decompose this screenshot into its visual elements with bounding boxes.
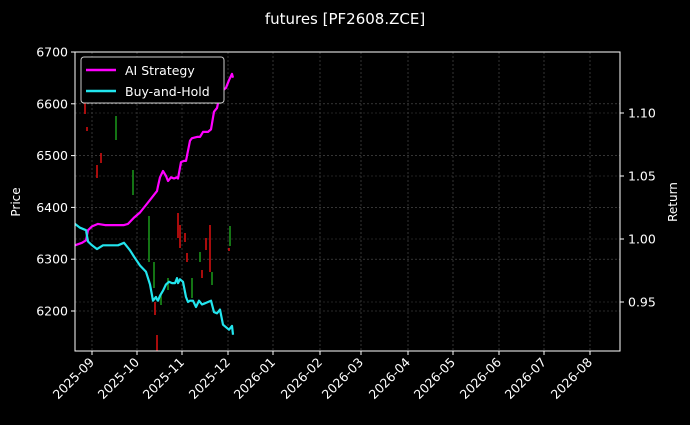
svg-text:6500: 6500 [36, 148, 68, 163]
svg-text:1.00: 1.00 [628, 232, 656, 247]
svg-text:6300: 6300 [36, 252, 68, 267]
svg-text:6200: 6200 [36, 304, 68, 319]
legend: AI Strategy Buy-and-Hold [80, 56, 225, 104]
svg-text:6700: 6700 [36, 45, 68, 60]
legend-buy-and-hold: Buy-and-Hold [125, 84, 210, 99]
chart-title: futures [PF2608.ZCE] [265, 10, 425, 28]
series-buy-and-hold [74, 223, 235, 335]
y-axis-right: 0.95 1.00 1.05 1.10 [620, 106, 656, 310]
svg-text:1.05: 1.05 [628, 169, 656, 184]
svg-text:6600: 6600 [36, 96, 68, 111]
svg-text:1.10: 1.10 [628, 106, 656, 121]
series-ai-strategy [74, 72, 235, 247]
series-lines [74, 72, 235, 335]
y-axis-left: 6200 6300 6400 6500 6600 6700 [36, 45, 75, 319]
y2-axis-label: Return [666, 182, 680, 222]
svg-text:0.95: 0.95 [628, 295, 656, 310]
y-axis-label: Price [9, 187, 23, 216]
svg-text:6400: 6400 [36, 200, 68, 215]
legend-ai-strategy: AI Strategy [125, 63, 195, 78]
plot-frame [74, 51, 621, 352]
candlesticks [84, 100, 231, 351]
